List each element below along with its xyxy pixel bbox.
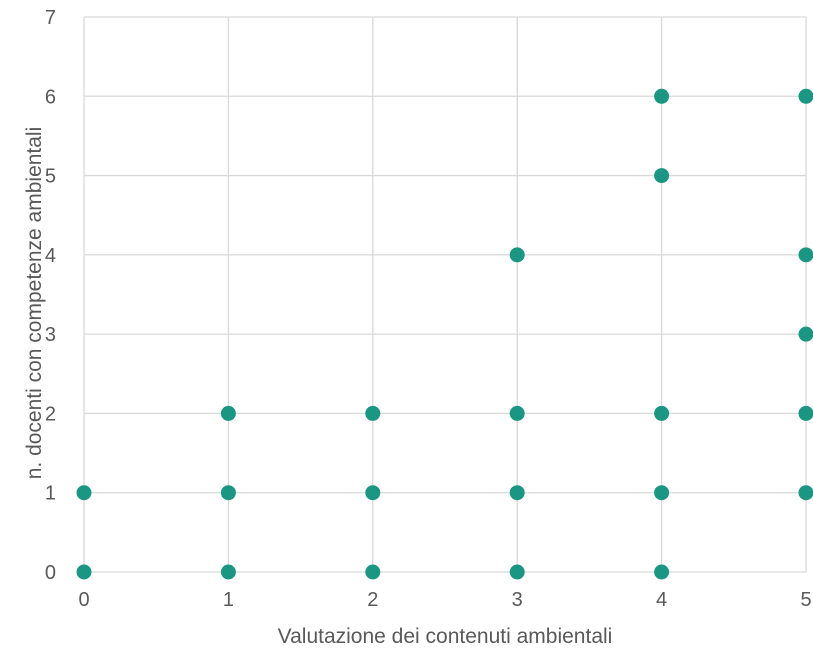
data-point	[365, 565, 380, 580]
y-tick-label: 0	[45, 562, 56, 584]
data-point	[510, 406, 525, 421]
data-point	[654, 485, 669, 500]
axes	[84, 17, 806, 572]
x-tick-label: 4	[656, 589, 667, 611]
y-tick-label: 2	[45, 403, 56, 425]
data-point	[77, 485, 92, 500]
x-tick-label: 2	[367, 589, 378, 611]
data-point	[77, 565, 92, 580]
data-point	[365, 406, 380, 421]
data-point	[365, 485, 380, 500]
grid-lines	[84, 17, 806, 572]
data-point	[221, 485, 236, 500]
data-point	[654, 406, 669, 421]
data-point	[654, 168, 669, 183]
data-point	[799, 247, 813, 262]
y-tick-label: 4	[45, 245, 56, 267]
data-point	[510, 485, 525, 500]
y-tick-label: 6	[45, 86, 56, 108]
data-point	[799, 406, 813, 421]
y-tick-label: 3	[45, 324, 56, 346]
y-axis-title: n. docenti con competenze ambientali	[23, 127, 46, 480]
x-tick-label: 1	[223, 589, 234, 611]
x-tick-label: 5	[800, 589, 811, 611]
y-tick-labels: 0 1 2 3 4 5 6 7	[45, 7, 56, 584]
x-tick-label: 0	[78, 589, 89, 611]
y-tick-label: 7	[45, 7, 56, 29]
data-point	[799, 485, 813, 500]
data-point	[221, 565, 236, 580]
data-point	[654, 565, 669, 580]
x-tick-labels: 0 1 2 3 4 5	[78, 589, 811, 611]
data-point	[799, 327, 813, 342]
data-point	[221, 406, 236, 421]
x-tick-label: 3	[512, 589, 523, 611]
data-point	[654, 89, 669, 104]
y-tick-label: 5	[45, 166, 56, 188]
y-tick-label: 1	[45, 483, 56, 505]
data-point	[510, 565, 525, 580]
data-point	[510, 247, 525, 262]
data-point	[799, 89, 813, 104]
x-axis-title: Valutazione dei contenuti ambientali	[278, 625, 613, 648]
